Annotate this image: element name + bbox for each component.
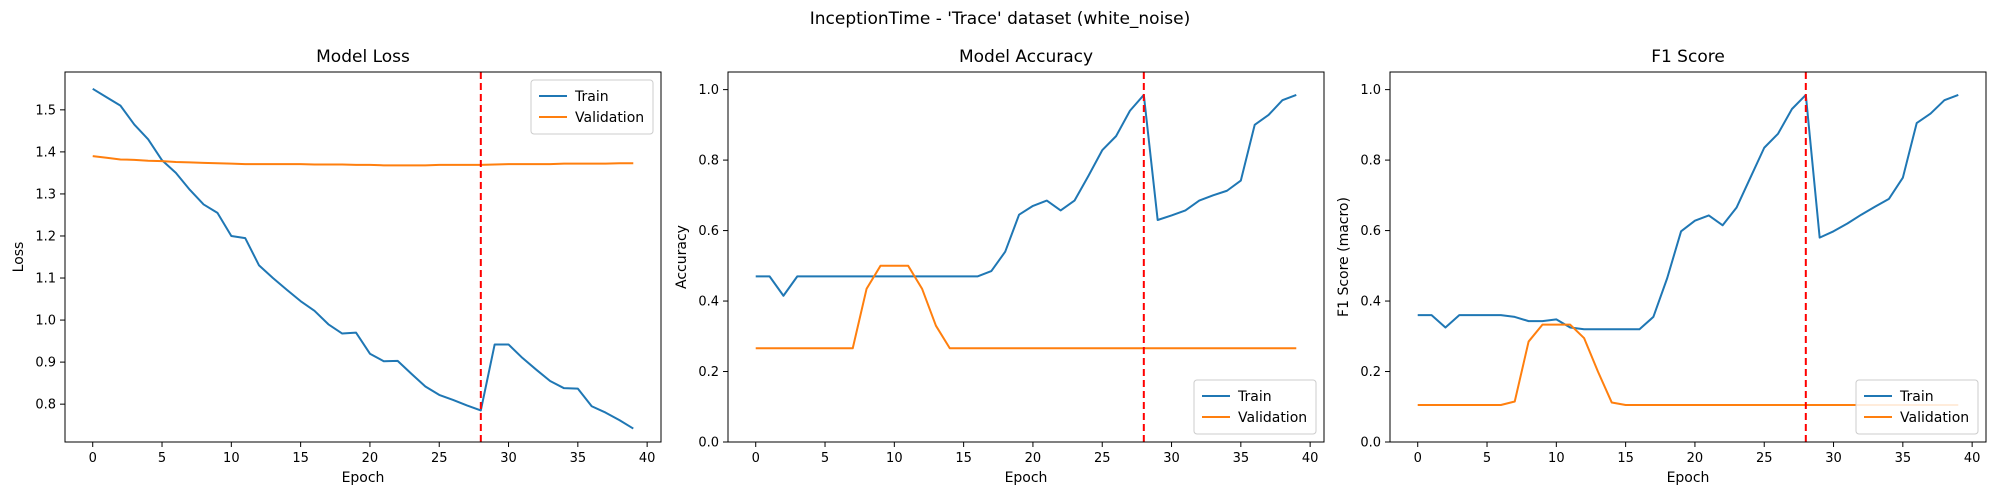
y-tick-label: 0.4 xyxy=(698,295,719,310)
x-tick-label: 35 xyxy=(570,451,587,466)
y-tick-label: 0.6 xyxy=(1360,224,1381,239)
chart-title: Model Accuracy xyxy=(959,47,1093,67)
plot-frame xyxy=(1389,71,1987,443)
y-tick-label: 1.4 xyxy=(35,145,56,160)
y-tick-label: 0.2 xyxy=(1360,365,1381,380)
figure-suptitle: InceptionTime - 'Trace' dataset (white_n… xyxy=(810,9,1191,29)
legend-label: Train xyxy=(1237,389,1272,405)
x-tick-label: 15 xyxy=(1617,451,1634,466)
series-line-validation xyxy=(755,264,1297,350)
legend: Train Validation xyxy=(530,79,654,135)
legend-box xyxy=(1855,379,1979,435)
x-tick-label: 30 xyxy=(1825,451,1842,466)
x-tick-label: 0 xyxy=(1414,451,1422,466)
y-tick-label: 0.9 xyxy=(35,356,56,371)
x-tick-label: 30 xyxy=(500,451,517,466)
x-tick-label: 40 xyxy=(1302,451,1319,466)
legend-label: Validation xyxy=(1238,410,1307,426)
chart-panel-3: F1 Score 0 5 10 15 20 25 30 35 40 0.0 0.2 0.4 0.6 0.8 1… xyxy=(1336,47,1987,486)
chart-panel-1: Model Loss 0 5 10 15 20 25 30 35 40 0.8 0.9 1.0 1.1 1.… xyxy=(11,47,662,486)
chart-title: Model Loss xyxy=(316,47,410,67)
chart-title: F1 Score xyxy=(1651,47,1725,67)
legend-box xyxy=(530,79,654,135)
y-tick-label: 1.2 xyxy=(35,229,56,244)
y-tick-label: 1.1 xyxy=(35,272,56,287)
x-tick-label: 25 xyxy=(1756,451,1773,466)
legend: Train Validation xyxy=(1855,379,1979,435)
x-tick-label: 20 xyxy=(1687,451,1704,466)
x-tick-label: 0 xyxy=(752,451,760,466)
x-tick-label: 40 xyxy=(1964,451,1981,466)
plot-frame xyxy=(727,71,1325,443)
chart-panel-2: Model Accuracy 0 5 10 15 20 25 30 35 40 0.0 0.2 0.4 0… xyxy=(674,47,1325,486)
x-tick-label: 5 xyxy=(158,451,166,466)
legend-box xyxy=(1193,379,1317,435)
y-tick-label: 1.0 xyxy=(698,83,719,98)
x-tick-label: 40 xyxy=(639,451,656,466)
x-tick-label: 5 xyxy=(1483,451,1491,466)
x-tick-label: 20 xyxy=(1025,451,1042,466)
y-tick-label: 0.2 xyxy=(698,365,719,380)
series-line-train xyxy=(92,87,634,430)
x-tick-label: 20 xyxy=(362,451,379,466)
x-tick-label: 10 xyxy=(223,451,240,466)
plot-frame xyxy=(64,71,662,443)
x-tick-label: 15 xyxy=(955,451,972,466)
y-tick-label: 0.8 xyxy=(698,154,719,169)
legend-label: Validation xyxy=(575,110,644,126)
x-tick-label: 5 xyxy=(821,451,829,466)
y-axis-label: Accuracy xyxy=(674,225,690,289)
x-tick-label: 25 xyxy=(1094,451,1111,466)
x-tick-label: 10 xyxy=(1548,451,1565,466)
x-tick-label: 35 xyxy=(1233,451,1250,466)
x-axis-label: Epoch xyxy=(1667,470,1710,486)
legend-label: Train xyxy=(574,89,609,105)
legend-label: Validation xyxy=(1900,410,1969,426)
legend-label: Train xyxy=(1899,389,1934,405)
y-tick-label: 1.0 xyxy=(35,314,56,329)
x-tick-label: 0 xyxy=(89,451,97,466)
x-axis-label: Epoch xyxy=(1005,470,1048,486)
series-line-validation xyxy=(92,155,634,167)
y-tick-label: 1.0 xyxy=(1360,83,1381,98)
y-axis-label: F1 Score (macro) xyxy=(1336,197,1352,317)
y-tick-label: 0.4 xyxy=(1360,295,1381,310)
x-tick-label: 10 xyxy=(886,451,903,466)
y-tick-label: 0.8 xyxy=(35,398,56,413)
y-tick-label: 0.8 xyxy=(1360,154,1381,169)
y-axis-label: Loss xyxy=(11,242,27,273)
x-tick-label: 35 xyxy=(1895,451,1912,466)
x-tick-label: 15 xyxy=(292,451,309,466)
y-tick-label: 0.0 xyxy=(1360,436,1381,451)
y-tick-label: 1.3 xyxy=(35,187,56,202)
x-tick-label: 25 xyxy=(431,451,448,466)
panels: Model Loss 0 5 10 15 20 25 30 35 40 0.8 0.9 1.0 1.1 1.… xyxy=(11,47,1987,486)
y-tick-label: 0.0 xyxy=(698,436,719,451)
legend: Train Validation xyxy=(1193,379,1317,435)
y-tick-label: 0.6 xyxy=(698,224,719,239)
y-tick-label: 1.5 xyxy=(35,103,56,118)
series-line-train xyxy=(755,93,1297,297)
x-axis-label: Epoch xyxy=(342,470,385,486)
series-line-train xyxy=(1417,93,1959,331)
x-tick-label: 30 xyxy=(1163,451,1180,466)
